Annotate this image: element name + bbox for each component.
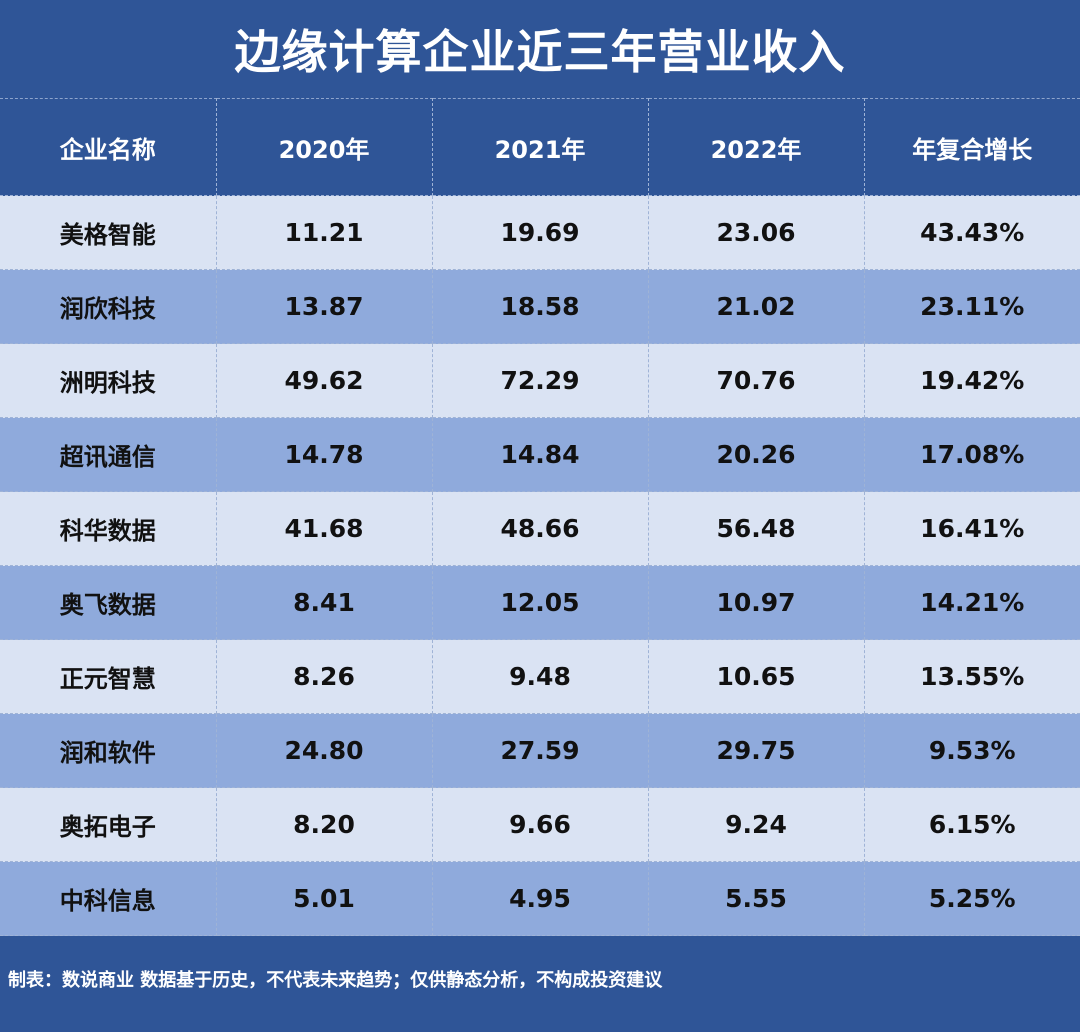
revenue-table-container: 企业名称 2020年 2021年 2022年 年复合增长 美格智能 11.21 … [0,98,1080,936]
table-header-row: 企业名称 2020年 2021年 2022年 年复合增长 [0,98,1080,196]
cell-2021: 12.05 [431,565,649,640]
cell-cagr: 43.43% [863,195,1080,270]
header-cagr: 年复合增长 [863,98,1080,196]
cell-2021: 18.58 [431,269,649,344]
cell-2022: 10.97 [647,565,865,640]
cell-2021: 14.84 [431,417,649,492]
cell-2021: 9.66 [431,787,649,862]
source-note: 制表：数说商业 数据基于历史，不代表未来趋势；仅供静态分析，不构成投资建议 [8,970,663,991]
cell-2022: 56.48 [647,491,865,566]
header-company: 企业名称 [0,98,217,196]
cell-2020: 8.41 [215,565,433,640]
cell-company: 润欣科技 [0,269,217,344]
cell-2021: 4.95 [431,861,649,936]
cell-cagr: 9.53% [863,713,1080,788]
cell-2021: 19.69 [431,195,649,270]
cell-2020: 49.62 [215,343,433,418]
cell-2020: 11.21 [215,195,433,270]
cell-2020: 13.87 [215,269,433,344]
cell-company: 润和软件 [0,713,217,788]
page-title: 边缘计算企业近三年营业收入 [234,25,846,79]
table-row: 润和软件 24.80 27.59 29.75 9.53% [0,713,1080,788]
cell-company: 正元智慧 [0,639,217,714]
cell-2020: 8.20 [215,787,433,862]
table-row: 奥拓电子 8.20 9.66 9.24 6.15% [0,787,1080,862]
cell-2021: 27.59 [431,713,649,788]
cell-2022: 10.65 [647,639,865,714]
cell-2022: 21.02 [647,269,865,344]
cell-company: 奥拓电子 [0,787,217,862]
header-2021: 2021年 [431,98,649,196]
cell-2020: 5.01 [215,861,433,936]
cell-2022: 23.06 [647,195,865,270]
revenue-table: 企业名称 2020年 2021年 2022年 年复合增长 美格智能 11.21 … [0,98,1080,936]
table-row: 超讯通信 14.78 14.84 20.26 17.08% [0,417,1080,492]
table-row: 中科信息 5.01 4.95 5.55 5.25% [0,861,1080,936]
table-row: 正元智慧 8.26 9.48 10.65 13.55% [0,639,1080,714]
cell-2022: 29.75 [647,713,865,788]
cell-2020: 14.78 [215,417,433,492]
cell-cagr: 19.42% [863,343,1080,418]
cell-2020: 8.26 [215,639,433,714]
cell-cagr: 17.08% [863,417,1080,492]
table-row: 美格智能 11.21 19.69 23.06 43.43% [0,195,1080,270]
cell-2020: 24.80 [215,713,433,788]
header-2022: 2022年 [647,98,865,196]
table-row: 奥飞数据 8.41 12.05 10.97 14.21% [0,565,1080,640]
table-row: 润欣科技 13.87 18.58 21.02 23.11% [0,269,1080,344]
table-row: 科华数据 41.68 48.66 56.48 16.41% [0,491,1080,566]
cell-2022: 20.26 [647,417,865,492]
cell-company: 洲明科技 [0,343,217,418]
cell-2022: 70.76 [647,343,865,418]
cell-2020: 41.68 [215,491,433,566]
cell-cagr: 16.41% [863,491,1080,566]
cell-2022: 9.24 [647,787,865,862]
cell-cagr: 5.25% [863,861,1080,936]
cell-company: 中科信息 [0,861,217,936]
cell-2021: 9.48 [431,639,649,714]
table-row: 洲明科技 49.62 72.29 70.76 19.42% [0,343,1080,418]
header-2020: 2020年 [215,98,433,196]
cell-2021: 72.29 [431,343,649,418]
cell-company: 科华数据 [0,491,217,566]
cell-cagr: 6.15% [863,787,1080,862]
cell-2021: 48.66 [431,491,649,566]
cell-cagr: 23.11% [863,269,1080,344]
cell-company: 美格智能 [0,195,217,270]
cell-cagr: 13.55% [863,639,1080,714]
cell-2022: 5.55 [647,861,865,936]
cell-company: 奥飞数据 [0,565,217,640]
cell-cagr: 14.21% [863,565,1080,640]
cell-company: 超讯通信 [0,417,217,492]
